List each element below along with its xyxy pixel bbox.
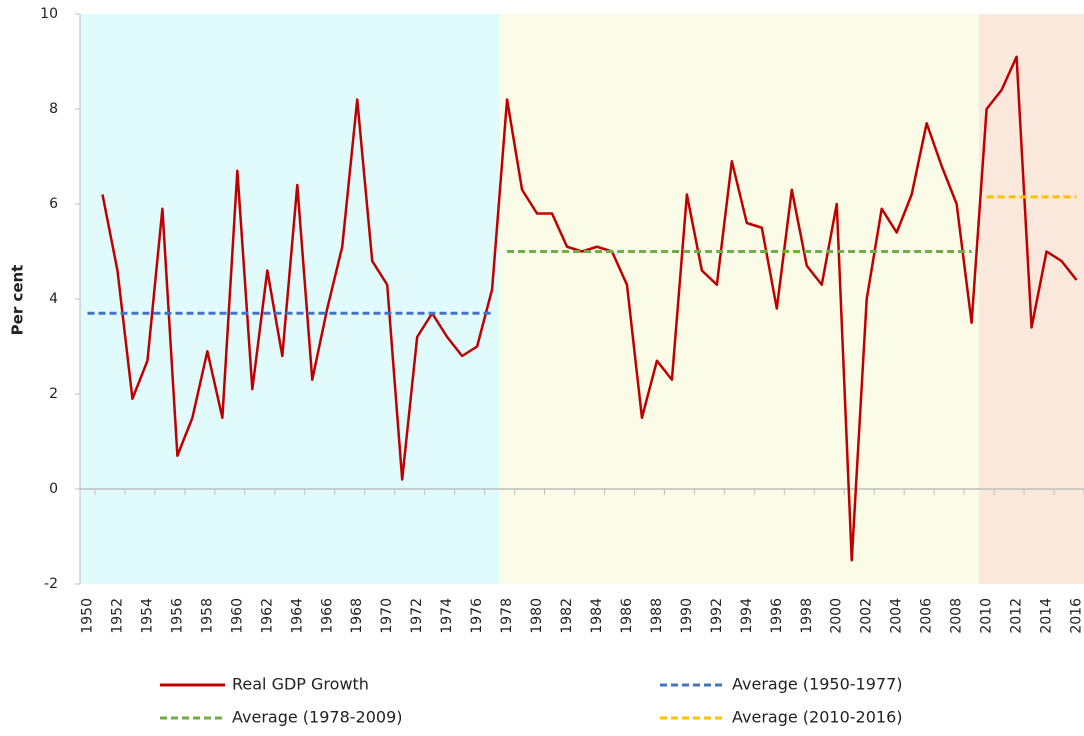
legend-label: Average (2010-2016) [732, 708, 902, 727]
x-tick-label: 1964 [289, 598, 305, 634]
x-tick-label: 1986 [619, 598, 635, 634]
legend-label: Real GDP Growth [232, 675, 369, 694]
y-axis-label: Per cent [9, 265, 27, 336]
x-tick-label: 1962 [259, 598, 275, 634]
x-tick-label: 1996 [769, 598, 785, 634]
x-tick-label: 2016 [1069, 598, 1084, 634]
x-tick-label: 2012 [1009, 598, 1025, 634]
y-tick-label: 0 [49, 481, 58, 497]
x-tick-label: 2014 [1039, 598, 1055, 634]
x-tick-label: 1982 [559, 598, 575, 634]
x-tick-label: 1950 [79, 598, 95, 634]
x-tick-label: 1984 [589, 598, 605, 634]
x-tick-label: 1960 [229, 598, 245, 634]
y-tick-label: 10 [40, 6, 58, 22]
legend-label: Average (1978-2009) [232, 708, 402, 727]
x-tick-label: 2004 [889, 598, 905, 634]
x-tick-label: 1974 [439, 598, 455, 634]
x-tick-label: 1958 [199, 598, 215, 634]
y-tick-label: 2 [49, 386, 58, 402]
x-tick-label: 1976 [469, 598, 485, 634]
period-band [499, 14, 980, 584]
x-tick-label: 2010 [979, 598, 995, 634]
x-tick-label: 1966 [319, 598, 335, 634]
x-tick-label: 1970 [379, 598, 395, 634]
series-line [101, 55, 1078, 562]
period-band [80, 14, 500, 584]
x-tick-label: 2006 [919, 598, 935, 634]
y-tick-label: 8 [49, 101, 58, 117]
x-tick-label: 1988 [649, 598, 665, 634]
y-tick-label: -2 [44, 576, 58, 592]
y-tick-label: 4 [49, 291, 58, 307]
x-tick-label: 2000 [829, 598, 845, 634]
x-tick-label: 2002 [859, 598, 875, 634]
x-tick-label: 2008 [949, 598, 965, 634]
x-tick-label: 1978 [499, 598, 515, 634]
x-tick-label: 1968 [349, 598, 365, 634]
x-tick-label: 1992 [709, 598, 725, 634]
x-tick-label: 1980 [529, 598, 545, 634]
x-tick-label: 1998 [799, 598, 815, 634]
legend-label: Average (1950-1977) [732, 675, 902, 694]
x-tick-label: 1994 [739, 598, 755, 634]
x-tick-label: 1990 [679, 598, 695, 634]
x-tick-label: 1952 [109, 598, 125, 634]
x-tick-label: 1972 [409, 598, 425, 634]
x-tick-label: 1956 [169, 598, 185, 634]
y-tick-label: 6 [49, 196, 58, 212]
x-tick-label: 1954 [139, 598, 155, 634]
